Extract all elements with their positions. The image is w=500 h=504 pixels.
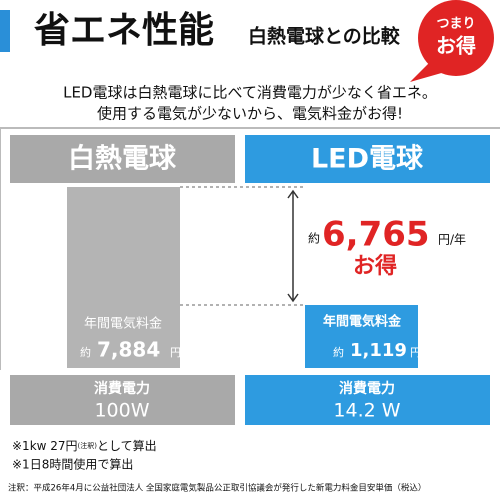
cost-bar bbox=[305, 305, 418, 368]
approx: 約 bbox=[308, 231, 320, 246]
title: 省エネ性能 bbox=[34, 10, 214, 51]
power-box bbox=[245, 375, 490, 425]
column-title: 白熱電球 bbox=[68, 143, 177, 175]
note: ※1日8時間使用で算出 bbox=[12, 457, 133, 472]
note-part: (注釈) bbox=[78, 441, 98, 450]
badge-bottom: お得 bbox=[436, 34, 476, 58]
approx: 約 bbox=[333, 345, 344, 359]
power-value: 100W bbox=[94, 400, 149, 422]
cost-label: 年間電気料金 bbox=[84, 316, 162, 332]
power-box bbox=[10, 375, 235, 425]
approx: 約 bbox=[80, 345, 91, 359]
subtitle: 白熱電球との比較 bbox=[248, 25, 401, 48]
power-label: 消費電力 bbox=[94, 380, 150, 397]
saving-unit: 円/年 bbox=[438, 233, 466, 247]
note-part: として算出 bbox=[97, 438, 157, 453]
frame bbox=[0, 127, 500, 370]
column-header bbox=[10, 135, 235, 183]
accent-bar bbox=[0, 10, 10, 52]
intro-line: LED電球は白熱電球に比べて消費電力が少なく省エネ。 bbox=[63, 84, 437, 102]
column-header bbox=[245, 135, 490, 183]
column-title: LED電球 bbox=[311, 144, 424, 175]
badge-top: つまり bbox=[436, 17, 475, 32]
note-part: ※1kw 27円 bbox=[12, 439, 78, 453]
note: ※1kw 27円(注釈)として算出 bbox=[12, 438, 157, 453]
cost-bar bbox=[67, 187, 180, 368]
saving-amount: 6,765 bbox=[322, 215, 430, 255]
difference-arrow bbox=[287, 189, 299, 303]
saving-label: お得 bbox=[353, 253, 397, 279]
power-value: 14.2 W bbox=[333, 400, 400, 422]
power-label: 消費電力 bbox=[339, 380, 395, 397]
cost-value: 7,884 bbox=[97, 338, 160, 362]
intro-line: 使用する電気が少ないから、電気料金がお得! bbox=[97, 105, 403, 123]
cost-label: 年間電気料金 bbox=[323, 314, 402, 330]
cost-unit: 円 bbox=[170, 346, 181, 359]
cost-value: 1,119 bbox=[350, 340, 407, 361]
footnote: 注釈：平成26年4月に公益社団法人 全国家庭電気製品公正取引協議会が発行した新電… bbox=[8, 483, 426, 494]
badge bbox=[418, 0, 494, 76]
cost-unit: 円 bbox=[410, 346, 421, 359]
